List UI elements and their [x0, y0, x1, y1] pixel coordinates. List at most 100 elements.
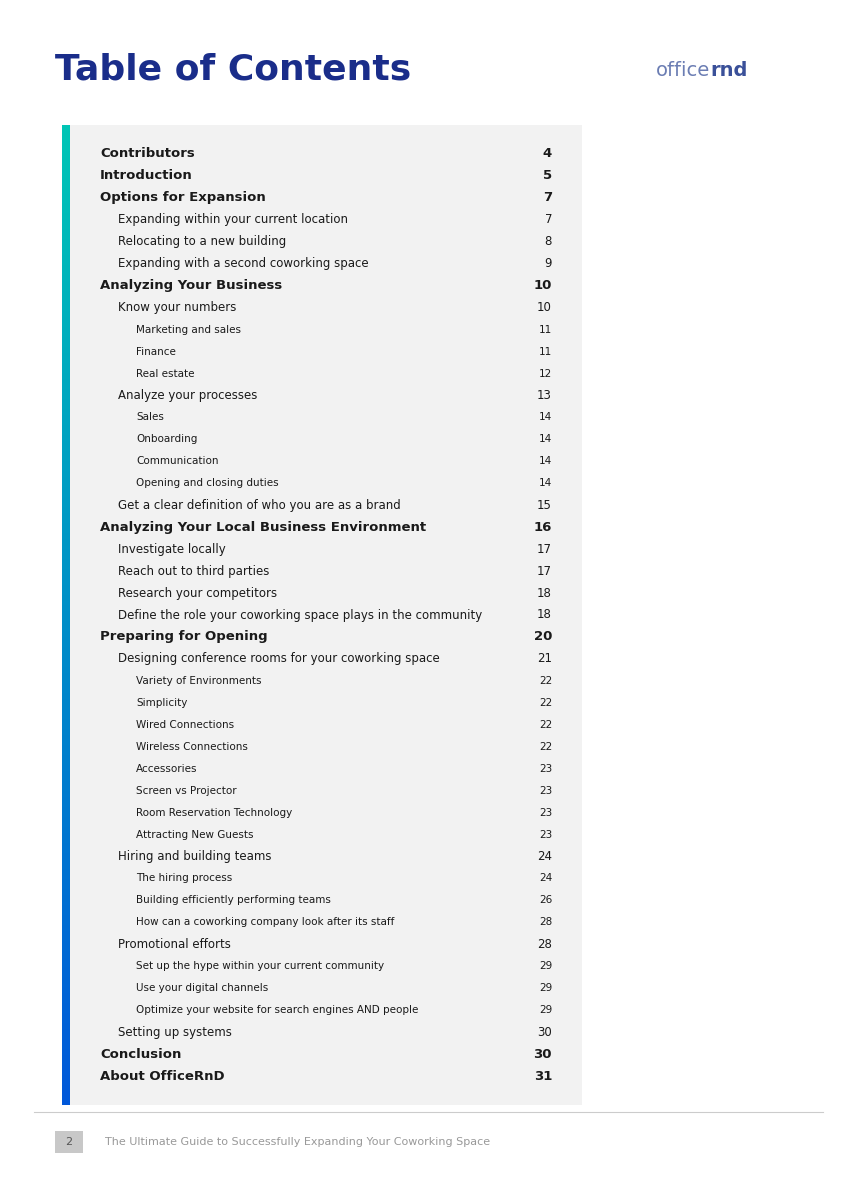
Bar [62, 235, 70, 239]
Bar [62, 461, 70, 464]
Bar [62, 673, 70, 677]
Bar [62, 948, 70, 952]
Bar [62, 715, 70, 720]
Bar [62, 197, 70, 200]
Bar [62, 252, 70, 256]
Bar [62, 140, 70, 144]
Bar [62, 800, 70, 804]
Bar [62, 474, 70, 478]
Text: 16: 16 [533, 521, 552, 534]
Bar [62, 749, 70, 752]
Bar [62, 288, 70, 292]
Bar [62, 745, 70, 749]
Bar [62, 931, 70, 935]
Bar [62, 151, 70, 155]
Bar [62, 918, 70, 922]
Bar [62, 817, 70, 821]
Bar [62, 248, 70, 252]
Bar [62, 1068, 70, 1073]
Bar [62, 641, 70, 644]
Bar [62, 1098, 70, 1102]
Bar [62, 337, 70, 341]
Bar [62, 281, 70, 286]
Bar [62, 362, 70, 367]
Bar [62, 853, 70, 857]
Bar [62, 728, 70, 732]
Bar [62, 347, 70, 350]
Bar [62, 314, 70, 318]
Bar [62, 810, 70, 815]
Bar [62, 184, 70, 187]
Bar [62, 271, 70, 275]
Bar [62, 634, 70, 638]
Bar [62, 876, 70, 880]
Bar [62, 556, 70, 559]
Bar [62, 1003, 70, 1007]
Bar [62, 683, 70, 686]
Bar [62, 157, 70, 161]
Bar [62, 340, 70, 344]
Bar [62, 206, 70, 210]
Bar [62, 980, 70, 984]
Bar [62, 1085, 70, 1088]
Text: 7: 7 [543, 191, 552, 204]
Bar [62, 588, 70, 592]
Text: office: office [656, 60, 710, 79]
Bar [62, 1026, 70, 1030]
Bar [62, 1081, 70, 1085]
Bar [62, 1036, 70, 1039]
Text: Screen vs Projector: Screen vs Projector [136, 786, 237, 796]
Bar [62, 905, 70, 908]
Bar [62, 180, 70, 184]
Bar [62, 284, 70, 288]
Bar [62, 670, 70, 673]
Text: Optimize your website for search engines AND people: Optimize your website for search engines… [136, 1006, 418, 1015]
Bar [62, 706, 70, 709]
Text: Analyze your processes: Analyze your processes [118, 389, 258, 402]
Bar [62, 167, 70, 170]
Bar [62, 611, 70, 614]
Text: 7: 7 [544, 214, 552, 227]
Text: 23: 23 [538, 829, 552, 840]
Bar [62, 647, 70, 650]
Text: rnd: rnd [710, 60, 747, 79]
Bar [62, 480, 70, 485]
Bar [62, 833, 70, 838]
Text: Promotional efforts: Promotional efforts [118, 938, 231, 950]
Bar [62, 974, 70, 978]
Bar [62, 938, 70, 942]
Bar [62, 457, 70, 462]
Bar [62, 304, 70, 308]
Bar [62, 575, 70, 580]
Bar [62, 222, 70, 227]
Text: 24: 24 [538, 874, 552, 883]
Bar [62, 739, 70, 743]
Bar [62, 882, 70, 886]
Bar [62, 269, 70, 272]
Bar [62, 386, 70, 390]
Bar [62, 432, 70, 436]
Bar [62, 964, 70, 967]
Text: 24: 24 [537, 850, 552, 863]
Bar [62, 402, 70, 406]
Bar [62, 311, 70, 314]
Bar [62, 245, 70, 250]
Bar [62, 216, 70, 220]
Bar [62, 928, 70, 932]
Bar [62, 1092, 70, 1096]
Bar [62, 762, 70, 766]
Bar [62, 794, 70, 798]
Text: 14: 14 [538, 413, 552, 422]
Text: Get a clear definition of who you are as a brand: Get a clear definition of who you are as… [118, 499, 401, 511]
Bar [62, 529, 70, 533]
Bar [62, 827, 70, 830]
Bar [62, 961, 70, 965]
Bar [62, 203, 70, 206]
Bar [62, 608, 70, 612]
Bar [62, 154, 70, 157]
Bar [62, 220, 70, 223]
Text: Setting up systems: Setting up systems [118, 1026, 232, 1039]
Bar [62, 772, 70, 775]
Bar [62, 1039, 70, 1043]
Bar [62, 912, 70, 916]
